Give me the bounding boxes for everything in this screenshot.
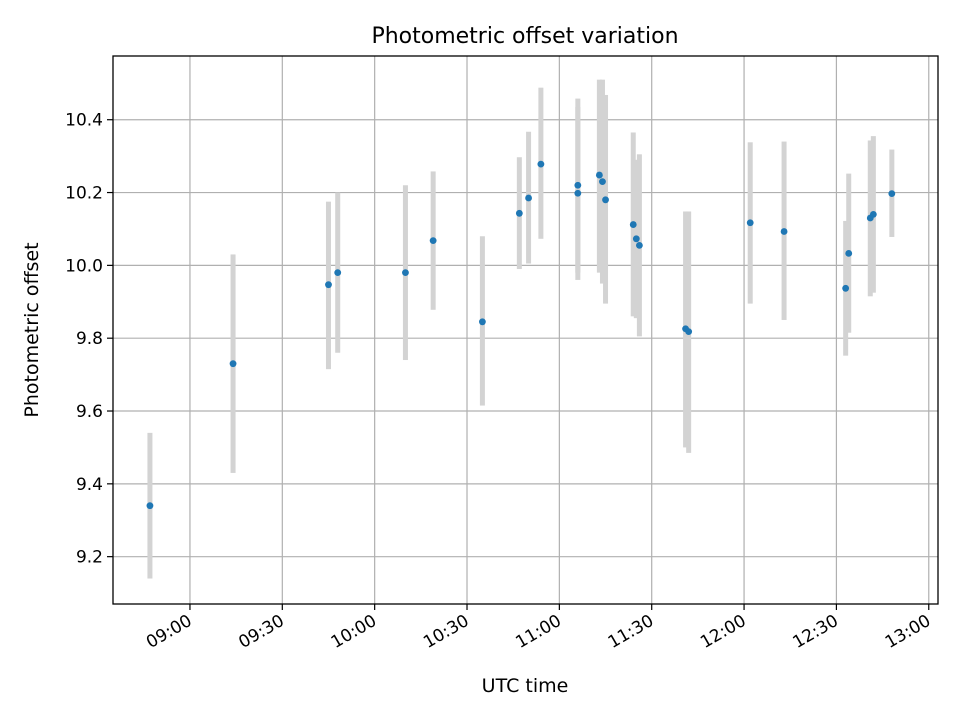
data-point [842, 284, 850, 292]
y-tick-label: 10.4 [65, 111, 103, 131]
data-point [537, 160, 545, 168]
y-tick-label: 10.2 [65, 184, 103, 204]
y-axis-label: Photometric offset [21, 242, 43, 417]
data-point [429, 237, 437, 245]
y-tick-label: 9.4 [76, 475, 103, 495]
y-tick-label: 9.6 [76, 402, 103, 422]
data-points [146, 160, 896, 510]
data-point [685, 328, 693, 336]
data-point [629, 221, 637, 228]
data-point [602, 196, 609, 204]
grid [113, 56, 938, 604]
data-point [595, 171, 603, 179]
data-point [574, 181, 582, 189]
y-tick-label: 9.8 [76, 329, 103, 349]
data-point [229, 360, 237, 368]
data-point [632, 235, 640, 243]
data-point [888, 190, 896, 198]
data-point [780, 228, 788, 235]
data-point [402, 269, 409, 277]
data-point [599, 178, 606, 186]
data-point [845, 249, 853, 257]
data-point [146, 502, 154, 510]
x-axis-label: UTC time [482, 675, 569, 697]
data-point [334, 269, 342, 277]
data-point [746, 219, 754, 227]
chart-title: Photometric offset variation [371, 24, 678, 49]
data-point [479, 318, 486, 326]
plot-frame [112, 55, 939, 605]
y-tick-label: 9.2 [76, 548, 103, 568]
data-point [325, 281, 332, 289]
data-point [635, 241, 643, 249]
data-point [515, 209, 523, 217]
data-point [525, 194, 532, 202]
y-tick-label: 10.0 [65, 256, 103, 276]
data-point [869, 210, 877, 218]
data-point [574, 189, 582, 197]
